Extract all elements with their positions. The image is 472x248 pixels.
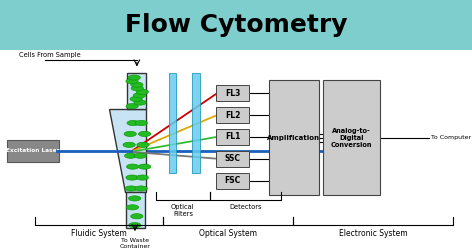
FancyBboxPatch shape	[323, 80, 380, 195]
FancyBboxPatch shape	[216, 85, 249, 101]
Text: Optical
Filters: Optical Filters	[171, 204, 195, 217]
Circle shape	[127, 121, 139, 125]
Circle shape	[138, 164, 151, 169]
Circle shape	[134, 153, 146, 158]
Text: Cells From Sample: Cells From Sample	[19, 52, 81, 58]
FancyBboxPatch shape	[269, 80, 319, 195]
Text: SSC: SSC	[225, 154, 240, 163]
Circle shape	[126, 79, 138, 84]
Circle shape	[131, 82, 143, 87]
FancyBboxPatch shape	[127, 73, 146, 109]
FancyBboxPatch shape	[192, 73, 200, 173]
Circle shape	[126, 205, 139, 210]
Circle shape	[135, 121, 147, 125]
Text: Excitation Laser: Excitation Laser	[6, 148, 60, 153]
Circle shape	[137, 142, 149, 147]
Text: FL2: FL2	[225, 111, 240, 120]
Circle shape	[123, 142, 135, 147]
Circle shape	[124, 131, 136, 136]
Text: To Waste
Container: To Waste Container	[119, 238, 151, 248]
Circle shape	[136, 89, 148, 94]
FancyBboxPatch shape	[216, 129, 249, 145]
Text: Electronic System: Electronic System	[338, 229, 407, 238]
Circle shape	[125, 186, 137, 191]
FancyBboxPatch shape	[216, 151, 249, 167]
Circle shape	[133, 93, 145, 98]
Text: To Computer: To Computer	[431, 135, 471, 140]
Circle shape	[136, 175, 149, 180]
Text: Detectors: Detectors	[229, 204, 261, 210]
FancyBboxPatch shape	[169, 73, 176, 173]
Text: Analog-to-
Digital
Conversion: Analog-to- Digital Conversion	[331, 128, 372, 148]
Circle shape	[126, 175, 138, 180]
FancyBboxPatch shape	[7, 140, 59, 162]
FancyBboxPatch shape	[216, 107, 249, 123]
Text: FSC: FSC	[224, 176, 241, 185]
Circle shape	[134, 100, 146, 105]
Text: Amplification: Amplification	[267, 135, 320, 141]
Text: Flow Cytometry: Flow Cytometry	[125, 13, 347, 37]
Text: FL1: FL1	[225, 132, 240, 141]
Circle shape	[126, 164, 139, 169]
Text: Optical System: Optical System	[199, 229, 257, 238]
Circle shape	[131, 214, 143, 219]
Text: Fluidic System: Fluidic System	[71, 229, 127, 238]
Circle shape	[135, 186, 147, 191]
Text: FL3: FL3	[225, 89, 240, 98]
Circle shape	[129, 223, 141, 228]
Circle shape	[128, 196, 141, 201]
Circle shape	[125, 153, 137, 158]
Circle shape	[130, 96, 143, 102]
Circle shape	[128, 75, 140, 80]
FancyBboxPatch shape	[126, 192, 145, 228]
Circle shape	[131, 86, 143, 91]
Circle shape	[126, 104, 138, 109]
Polygon shape	[109, 109, 146, 192]
Circle shape	[139, 131, 151, 136]
FancyBboxPatch shape	[216, 173, 249, 188]
